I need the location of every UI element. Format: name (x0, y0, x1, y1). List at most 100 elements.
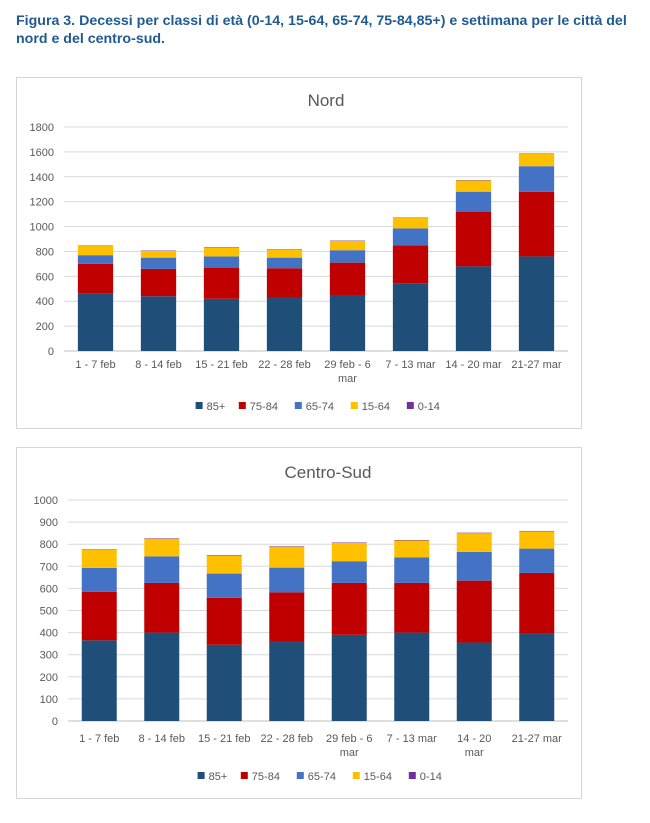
x-tick-label: 22 - 28 feb (258, 359, 311, 371)
bar-15-64-0 (77, 245, 114, 256)
bar-75-84-2 (203, 267, 240, 299)
x-tick-label: 7 - 13 mar (387, 733, 437, 745)
legend-label-65-74: 65-74 (308, 771, 336, 783)
x-tick-label-line: mar (340, 747, 359, 759)
legend-label-15-64: 15-64 (362, 401, 390, 413)
x-tick-label-line: mar (465, 747, 484, 759)
bar-65-74-2 (203, 256, 240, 268)
bar-85-0 (81, 640, 117, 721)
bar-75-84-7 (519, 572, 555, 634)
x-tick-label: 8 - 14 feb (135, 359, 181, 371)
chart-title: Nord (308, 91, 345, 110)
bar-65-74-1 (140, 257, 177, 269)
bar-15-64-5 (394, 540, 430, 558)
bar-65-74-2 (206, 573, 242, 598)
legend-label-0-14: 0-14 (420, 771, 442, 783)
x-tick-label-line: 14 - 20 mar (445, 359, 502, 371)
x-tick-label-line: 14 - 20 (457, 733, 491, 745)
bar-75-84-6 (455, 211, 492, 267)
bar-75-84-6 (456, 580, 492, 643)
x-tick-label: 15 - 21 feb (198, 733, 251, 745)
bar-85-2 (203, 298, 240, 351)
bar-65-74-4 (329, 250, 366, 263)
bar-65-74-5 (392, 228, 429, 246)
legend-swatch-0-14 (406, 402, 414, 409)
y-tick-label: 900 (40, 517, 58, 529)
bar-15-64-1 (144, 538, 180, 557)
chart-panel-centro-sud: Centro-Sud 0 100 200 300 400 500 600 700 800 900 10… (16, 447, 582, 799)
chart-nord: Nord 0 200 400 600 800 1000 1200 1400 1600 1800 1 -… (30, 91, 568, 413)
x-tick-label: 14 - 20 mar (445, 359, 502, 371)
x-tick-label-line: 21-27 mar (512, 733, 562, 745)
x-tick-label-line: mar (338, 373, 357, 385)
legend-label-65-74: 65-74 (306, 401, 334, 413)
x-tick-label: 1 - 7 feb (75, 359, 115, 371)
bar-75-84-3 (266, 268, 303, 298)
bar-85-6 (456, 642, 492, 721)
bar-75-84-0 (81, 591, 117, 641)
x-tick-label-line: 15 - 21 feb (198, 733, 251, 745)
bar-15-64-6 (455, 180, 492, 192)
chart-title: Centro-Sud (285, 463, 372, 482)
y-tick-label: 500 (40, 606, 58, 618)
y-tick-label: 0 (52, 716, 58, 728)
bar-15-64-4 (331, 542, 367, 562)
legend-label-75-84: 75-84 (252, 771, 280, 783)
bar-65-74-6 (455, 191, 492, 212)
x-tick-label: 29 feb - 6 mar (324, 359, 370, 385)
bar-15-64-2 (206, 555, 242, 574)
bar-75-84-4 (329, 262, 366, 295)
y-tick-label: 1800 (30, 122, 54, 134)
x-tick-label: 21-27 mar (511, 359, 561, 371)
x-tick-label: 29 feb - 6 mar (326, 733, 372, 759)
x-tick-label: 22 - 28 feb (260, 733, 313, 745)
x-tick-label-line: 22 - 28 feb (260, 733, 313, 745)
bar-65-74-0 (81, 567, 117, 592)
legend: 85+ 75-84 65-74 15-64 0-14 (195, 401, 440, 413)
legend-label-15-64: 15-64 (364, 771, 392, 783)
figure-caption: Figura 3. Decessi per classi di età (0-1… (16, 13, 627, 47)
bar-85-3 (266, 297, 303, 351)
x-tick-label-line: 1 - 7 feb (79, 733, 119, 745)
bar-75-84-1 (144, 582, 180, 633)
bar-85-2 (206, 644, 242, 721)
bar-65-74-7 (519, 548, 555, 573)
x-tick-label-line: 22 - 28 feb (258, 359, 311, 371)
bar-15-64-6 (456, 533, 492, 552)
bar-75-84-1 (140, 268, 177, 297)
bar-75-84-0 (77, 263, 114, 294)
bar-85-1 (144, 632, 180, 721)
bar-15-64-7 (518, 153, 555, 167)
x-tick-label-line: 7 - 13 mar (387, 733, 437, 745)
legend-swatch-15-64 (352, 772, 360, 779)
x-tick-label-line: 7 - 13 mar (385, 359, 435, 371)
bar-75-84-7 (518, 191, 555, 257)
bar-15-64-3 (269, 546, 305, 568)
bar-85-4 (331, 634, 367, 721)
bar-65-74-6 (456, 551, 492, 581)
bar-65-74-4 (331, 561, 367, 583)
y-tick-label: 0 (48, 346, 54, 358)
legend-swatch-85 (195, 402, 203, 409)
bar-85-0 (77, 293, 114, 351)
legend-swatch-65-74 (294, 402, 302, 409)
legend-swatch-15-64 (350, 402, 358, 409)
bar-85-1 (140, 296, 177, 351)
x-tick-label-line: 15 - 21 feb (195, 359, 248, 371)
bar-85-5 (394, 632, 430, 721)
bar-85-5 (392, 283, 429, 351)
bar-15-64-4 (329, 240, 366, 251)
bar-85-7 (518, 256, 555, 351)
bar-75-84-3 (269, 592, 305, 641)
legend-swatch-85 (197, 772, 205, 779)
y-tick-label: 400 (40, 628, 58, 640)
y-tick-label: 600 (36, 271, 54, 283)
y-tick-label: 1000 (30, 222, 54, 234)
x-tick-label: 1 - 7 feb (79, 733, 119, 745)
legend-label-85: 85+ (209, 771, 228, 783)
x-tick-label-line: 29 feb - 6 (326, 733, 372, 745)
y-tick-label: 1200 (30, 197, 54, 209)
y-tick-label: 1600 (30, 147, 54, 159)
bar-65-74-5 (394, 557, 430, 583)
y-tick-label: 800 (40, 539, 58, 551)
